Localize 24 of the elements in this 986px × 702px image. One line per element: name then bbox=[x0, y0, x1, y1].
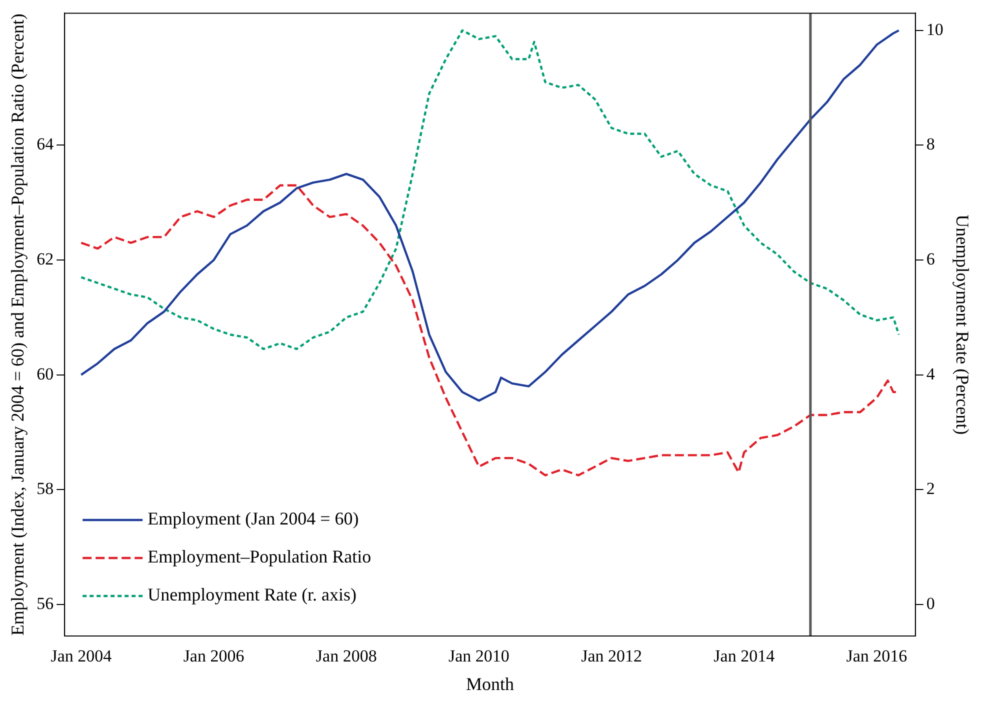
y2-tick-label: 6 bbox=[926, 249, 935, 268]
y-tick-label: 62 bbox=[36, 249, 54, 268]
x-tick-label: Jan 2012 bbox=[581, 646, 642, 666]
x-axis-title: Month bbox=[466, 674, 514, 694]
x-tick-label: Jan 2008 bbox=[316, 646, 377, 666]
y-tick-label: 60 bbox=[36, 364, 54, 384]
y2-tick-label: 8 bbox=[926, 134, 935, 154]
y2-tick-label: 2 bbox=[926, 479, 935, 498]
y2-tick-label: 0 bbox=[926, 594, 935, 613]
y-tick-label: 58 bbox=[36, 479, 54, 498]
x-tick-label: Jan 2010 bbox=[448, 646, 510, 666]
y-tick-label: 64 bbox=[36, 134, 54, 154]
x-tick-label: Jan 2016 bbox=[846, 646, 908, 666]
legend-label: Unemployment Rate (r. axis) bbox=[148, 584, 357, 605]
y2-tick-label: 4 bbox=[926, 364, 936, 384]
y2-axis-title: Unemployment Rate (Percent) bbox=[952, 214, 972, 435]
x-tick-label: Jan 2006 bbox=[183, 646, 244, 666]
legend-label: Employment–Population Ratio bbox=[148, 546, 372, 567]
y2-tick-label: 10 bbox=[926, 20, 944, 39]
legend-label: Employment (Jan 2004 = 60) bbox=[148, 508, 359, 529]
y-axis-title: Employment (Index, January 2004 = 60) and Employment–Population Ratio (Percent) bbox=[8, 14, 28, 636]
y-tick-label: 56 bbox=[36, 594, 54, 613]
x-tick-label: Jan 2014 bbox=[714, 646, 776, 666]
x-tick-label: Jan 2004 bbox=[50, 646, 112, 666]
